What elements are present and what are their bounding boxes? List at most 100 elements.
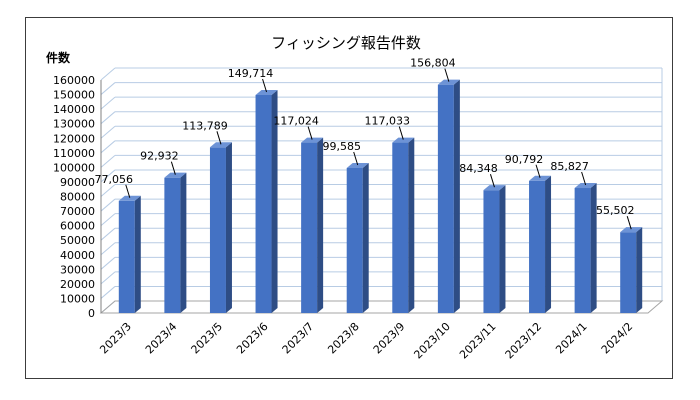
y-tick-label: 60000 <box>60 220 95 233</box>
y-tick-label: 0 <box>88 307 95 320</box>
x-tick-label: 2023/7 <box>280 320 317 357</box>
floor <box>99 300 664 314</box>
bar-front <box>118 200 135 313</box>
x-tick-label: 2023/11 <box>457 320 499 362</box>
label-leader <box>216 131 222 145</box>
x-tick-label: 2023/10 <box>411 320 453 362</box>
bar-2023/4 <box>164 172 187 313</box>
label-leader <box>489 174 495 188</box>
bar-top <box>483 185 506 191</box>
y-tick-label: 40000 <box>60 249 95 262</box>
y-tick-label: 140000 <box>53 103 95 116</box>
y-tick-label: 120000 <box>53 132 95 145</box>
y-axis-label: 件数 <box>46 50 71 65</box>
x-tick-label: 2024/2 <box>599 320 636 357</box>
data-label: 77,056 <box>95 173 133 186</box>
label-leader <box>626 216 632 230</box>
label-leader <box>398 126 404 140</box>
x-tick-label: 2023/12 <box>503 320 545 362</box>
gridlines <box>100 67 663 314</box>
bar-top <box>574 183 597 189</box>
gridline-side-11 <box>100 140 116 154</box>
gridline-side-13 <box>100 111 116 125</box>
y-tick-label: 160000 <box>53 74 95 87</box>
gridline-side-2 <box>100 271 116 285</box>
label-leader <box>535 164 541 178</box>
bars <box>118 79 643 313</box>
y-tick-label: 20000 <box>60 278 95 291</box>
bar-front <box>574 188 591 313</box>
bar-side <box>134 195 141 313</box>
data-label: 117,033 <box>365 115 411 128</box>
data-label: 55,502 <box>596 204 635 217</box>
bar-top <box>255 89 278 95</box>
gridline-side-3 <box>100 256 116 270</box>
gridline-side-9 <box>100 169 116 183</box>
gridline-side-10 <box>100 154 116 168</box>
bar-front <box>255 94 272 313</box>
bar-2023/6 <box>255 89 278 313</box>
data-label: 117,024 <box>273 115 319 128</box>
bar-front <box>392 142 409 313</box>
label-leader <box>353 151 359 166</box>
data-label: 85,827 <box>550 160 589 173</box>
label-leader <box>444 68 450 82</box>
x-tick-label: 2023/8 <box>325 320 362 357</box>
y-tick-label: 10000 <box>60 292 95 305</box>
gridline-side-5 <box>100 227 116 241</box>
bar-side <box>362 162 369 313</box>
bar-front <box>483 190 500 313</box>
gridline-side-1 <box>100 286 116 299</box>
bar-side <box>453 79 460 313</box>
y-tick-label: 110000 <box>53 147 95 160</box>
label-leader <box>581 171 587 186</box>
bar-top <box>437 79 460 85</box>
bar-side <box>499 185 506 313</box>
bar-front <box>301 142 318 313</box>
bar-2023/7 <box>301 137 324 313</box>
label-leader <box>262 78 268 93</box>
bar-2023/11 <box>483 185 506 313</box>
x-tick-label: 2023/4 <box>143 320 180 357</box>
bar-side <box>636 227 643 313</box>
gridline-side-4 <box>100 242 116 256</box>
data-label: 92,932 <box>140 150 179 163</box>
label-leader <box>125 184 131 198</box>
x-tick-label: 2024/1 <box>553 320 590 357</box>
gridline-side-16 <box>100 67 116 81</box>
chart-title: フィッシング報告件数 <box>271 34 421 52</box>
bar-top <box>346 162 369 168</box>
gridline-side-8 <box>100 184 116 197</box>
bar-2023/9 <box>392 137 415 313</box>
bar-front <box>529 180 546 313</box>
chart-frame: 0 10000 20000 30000 40000 50000 60000 70000 8000… <box>25 17 673 379</box>
bar-front <box>209 147 226 313</box>
bar-side <box>590 183 597 313</box>
data-label: 84,348 <box>459 162 498 175</box>
bar-top <box>620 227 643 233</box>
bar-2023/3 <box>118 195 141 313</box>
data-label: 99,585 <box>322 140 361 153</box>
bar-front <box>437 84 454 313</box>
bar-side <box>408 137 415 313</box>
y-tick-label: 100000 <box>53 161 95 174</box>
x-tick-label: 2023/3 <box>97 320 134 357</box>
data-label: 113,789 <box>182 119 228 132</box>
y-tick-label: 50000 <box>60 234 95 247</box>
x-tick-label: 2023/5 <box>189 320 226 357</box>
data-label: 90,792 <box>505 153 544 166</box>
bar-2023/5 <box>209 142 232 313</box>
bar-side <box>271 89 278 313</box>
y-tick-label: 150000 <box>53 89 95 102</box>
gridline-side-12 <box>100 125 116 139</box>
y-tick-label: 70000 <box>60 205 95 218</box>
bar-top <box>392 137 415 143</box>
y-tick-label: 130000 <box>53 118 95 131</box>
bar-front <box>346 167 363 313</box>
bar-top <box>118 195 141 201</box>
bar-front <box>620 232 637 313</box>
x-tick-label: 2023/9 <box>371 320 408 357</box>
label-leader <box>307 126 313 140</box>
